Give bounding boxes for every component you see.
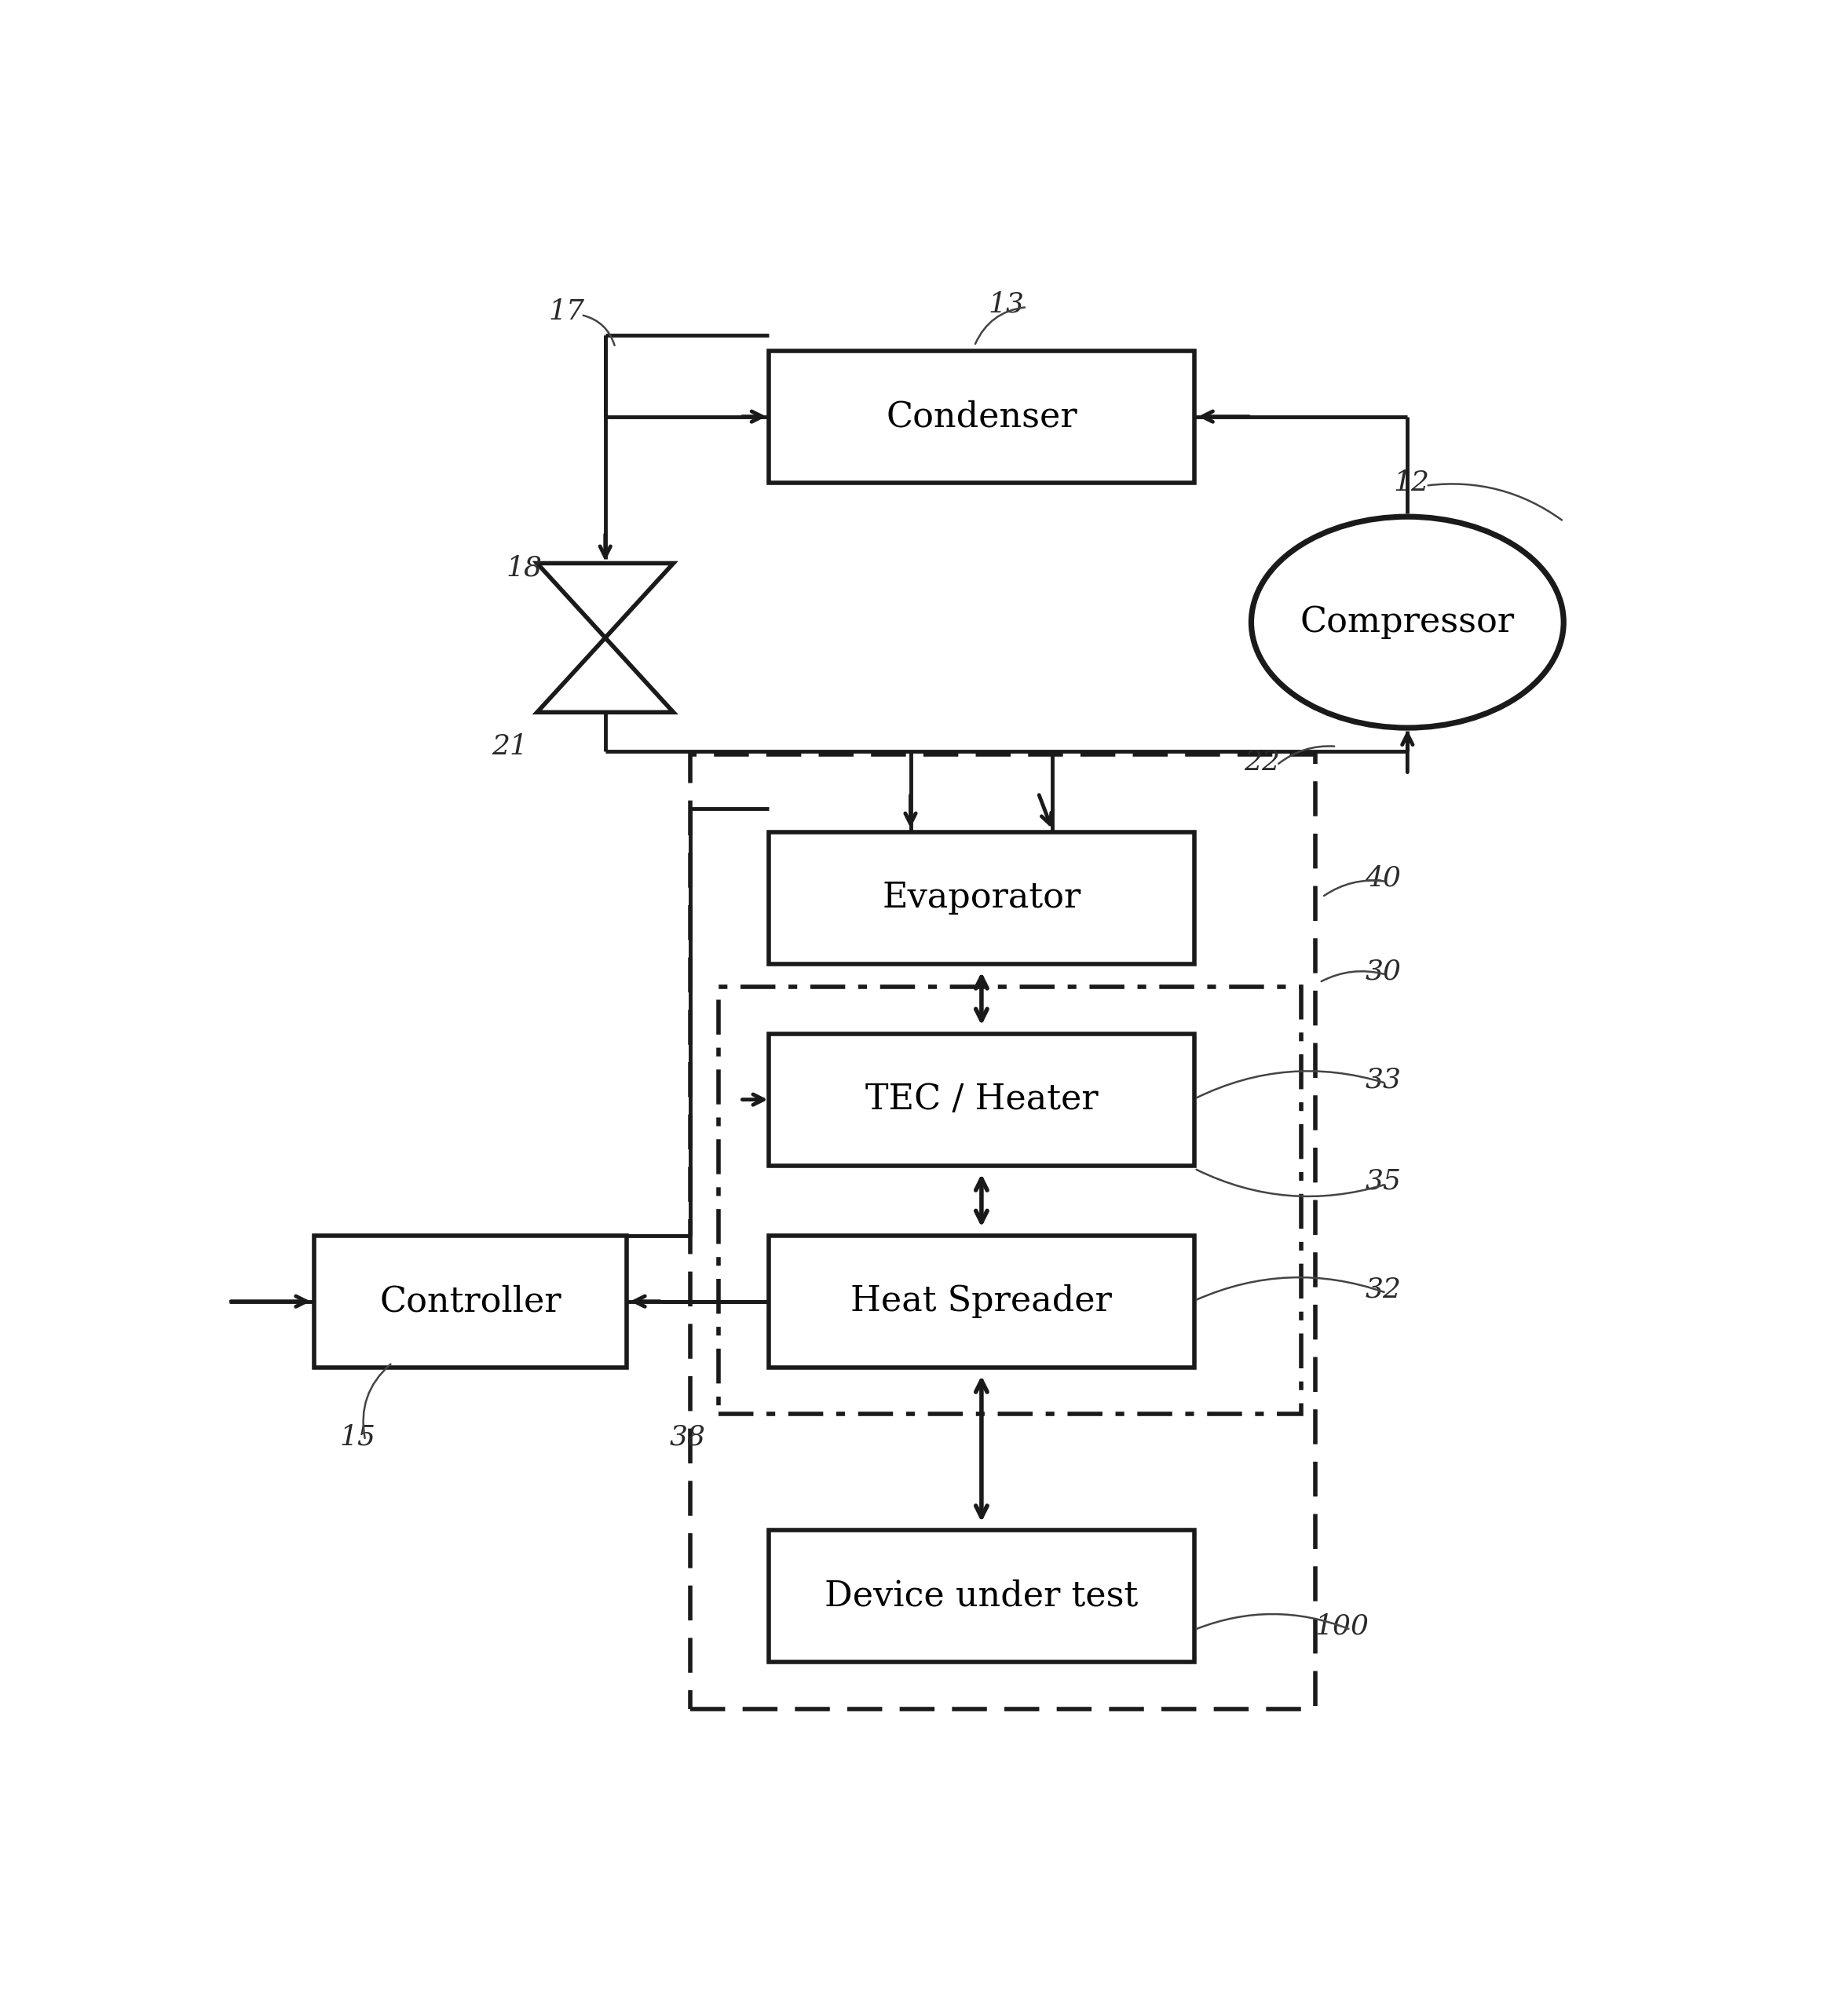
Text: 30: 30 [1365,958,1401,986]
Text: 18: 18 [506,554,542,581]
Text: TEC / Heater: TEC / Heater [865,1083,1097,1117]
Text: Heat Spreader: Heat Spreader [850,1284,1112,1318]
Text: 40: 40 [1365,865,1401,891]
Bar [691,754,1315,1710]
Bar [315,1236,627,1367]
Text: 12: 12 [1394,470,1429,496]
Text: Evaporator: Evaporator [881,881,1081,915]
Bar [769,833,1194,964]
Text: 13: 13 [989,290,1024,317]
Bar [718,988,1301,1413]
Text: Compressor: Compressor [1301,605,1515,639]
Text: 33: 33 [1365,1066,1401,1093]
Text: 22: 22 [1244,748,1281,776]
Text: 17: 17 [548,298,584,325]
Text: 21: 21 [491,734,528,760]
Text: 38: 38 [669,1423,705,1452]
Bar [769,1530,1194,1663]
Text: Controller: Controller [379,1284,561,1318]
Text: 32: 32 [1365,1276,1401,1302]
Bar [769,1236,1194,1367]
Ellipse shape [1251,516,1565,728]
Text: Device under test: Device under test [824,1579,1138,1613]
Text: 100: 100 [1315,1613,1369,1639]
Text: 15: 15 [339,1423,376,1452]
Text: 35: 35 [1365,1167,1401,1193]
Bar [769,1034,1194,1165]
Bar [769,351,1194,482]
Text: Condenser: Condenser [887,399,1077,433]
